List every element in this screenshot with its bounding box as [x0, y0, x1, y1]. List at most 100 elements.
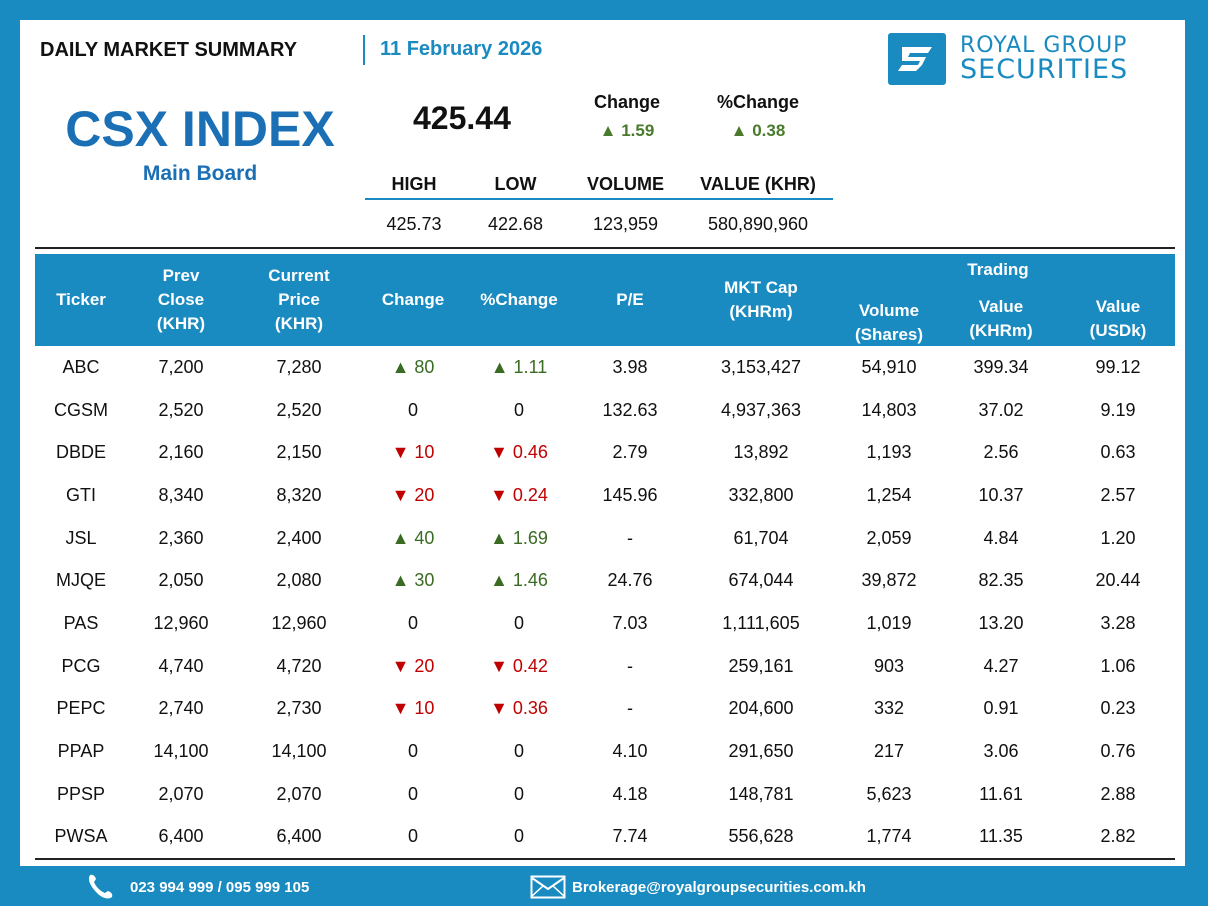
- cell-pct-change: ▼ 0.42: [490, 655, 548, 676]
- table-row: PAS 12,960 12,960 0 0 7.03 1,111,605 1,019 13.20…: [35, 602, 1175, 645]
- cell-value-usd: 3.28: [1100, 612, 1136, 633]
- table-row: ABC 7,200 7,280 ▲ 80 ▲ 1.11 3.98 3,153,427 54,9…: [35, 346, 1175, 389]
- cell-value-khr: 13.20: [978, 612, 1024, 633]
- cell-change: 0: [407, 741, 418, 762]
- cell-change: ▲ 30: [391, 570, 435, 591]
- cell-change: ▲ 40: [391, 527, 435, 548]
- cell-prev-close: 2,520: [158, 399, 204, 420]
- index-board: Main Board: [142, 162, 258, 185]
- table-row: PEPC 2,740 2,730 ▼ 10 ▼ 0.36 - 204,600 332 0.91 0…: [35, 688, 1175, 731]
- stats-header: HIGH LOW VOLUME VALUE (KHR): [365, 170, 833, 200]
- cell-value-usd: 99.12: [1095, 356, 1141, 377]
- cell-mkt-cap: 13,892: [733, 442, 789, 463]
- cell-ticker: CGSM: [54, 399, 108, 420]
- cell-value-khr: 37.02: [978, 399, 1024, 420]
- cell-prev-close: 12,960: [153, 612, 209, 633]
- table-body: ABC 7,200 7,280 ▲ 80 ▲ 1.11 3.98 3,153,427 54,9…: [35, 346, 1175, 861]
- cell-value-usd: 1.20: [1100, 527, 1136, 548]
- cell-mkt-cap: 674,044: [728, 570, 794, 591]
- cell-change: 0: [407, 783, 418, 804]
- cell-value-khr: 11.35: [979, 826, 1023, 847]
- cell-change: ▼ 10: [391, 442, 435, 463]
- summary-card: DAILY MARKET SUMMARY 11 February 2026 RO…: [20, 20, 1185, 866]
- cell-value-khr: 82.35: [978, 570, 1024, 591]
- cell-ticker: PEPC: [56, 698, 106, 719]
- cell-current-price: 6,400: [276, 826, 322, 847]
- col-volume: Volume (Shares): [854, 301, 924, 344]
- cell-ticker: MJQE: [55, 570, 106, 591]
- cell-volume: 903: [873, 655, 905, 676]
- cell-mkt-cap: 556,628: [728, 826, 794, 847]
- cell-pct-change: ▼ 0.36: [490, 698, 548, 719]
- cell-prev-close: 6,400: [158, 826, 204, 847]
- cell-prev-close: 14,100: [153, 741, 209, 762]
- cell-ticker: PAS: [63, 612, 99, 633]
- cell-value-usd: 2.82: [1100, 826, 1136, 847]
- cell-current-price: 2,400: [276, 527, 322, 548]
- cell-mkt-cap: 3,153,427: [720, 356, 802, 377]
- cell-ticker: DBDE: [55, 442, 106, 463]
- cell-mkt-cap: 61,704: [733, 527, 789, 548]
- cell-volume: 332: [873, 698, 905, 719]
- phone-icon: [86, 872, 116, 905]
- envelope-icon: [530, 875, 566, 904]
- cell-change: 0: [407, 399, 418, 420]
- cell-ticker: PPSP: [56, 783, 106, 804]
- cell-volume: 54,910: [861, 356, 917, 377]
- stats-values: 425.73 422.68 123,959 580,890,960: [365, 200, 833, 248]
- cell-pct-change: ▲ 1.46: [490, 570, 548, 591]
- cell-value-khr: 10.37: [978, 484, 1024, 505]
- table-row: DBDE 2,160 2,150 ▼ 10 ▼ 0.46 2.79 13,892 1,193 2…: [35, 431, 1175, 474]
- cell-volume: 1,254: [866, 484, 912, 505]
- cell-value-usd: 0.23: [1100, 698, 1136, 719]
- cell-volume: 5,623: [866, 783, 912, 804]
- report-date: 11 February 2026: [380, 38, 543, 60]
- cell-ticker: PPAP: [57, 741, 105, 762]
- stats-low: 422.68: [487, 213, 544, 234]
- cell-volume: 1,019: [866, 612, 912, 633]
- cell-value-khr: 399.34: [973, 356, 1029, 377]
- cell-pe: 4.18: [612, 783, 648, 804]
- col-pe: P/E: [616, 290, 644, 309]
- cell-change: 0: [407, 612, 418, 633]
- cell-pct-change: ▼ 0.24: [490, 484, 548, 505]
- index-value: 425.44: [413, 100, 511, 136]
- cell-volume: 2,059: [866, 527, 912, 548]
- section-divider: [35, 247, 1175, 249]
- cell-current-price: 7,280: [276, 356, 322, 377]
- cell-current-price: 2,730: [276, 698, 322, 719]
- logo-mark-icon: [888, 33, 946, 85]
- cell-value-usd: 2.88: [1100, 783, 1136, 804]
- cell-pct-change: 0: [513, 741, 524, 762]
- cell-value-usd: 20.44: [1095, 570, 1141, 591]
- cell-pct-change: ▼ 0.46: [490, 442, 548, 463]
- cell-pe: 7.03: [612, 612, 648, 633]
- cell-ticker: GTI: [66, 484, 96, 505]
- cell-value-khr: 4.84: [983, 527, 1019, 548]
- stats-header-volume: VOLUME: [586, 174, 664, 194]
- index-name: CSX INDEX: [65, 101, 335, 157]
- cell-current-price: 2,070: [276, 783, 322, 804]
- cell-pct-change: 0: [513, 612, 524, 633]
- col-value-khr: Value (KHRm): [969, 297, 1033, 340]
- stock-table: Ticker Prev Close (KHR) Current Price (K…: [35, 254, 1175, 861]
- cell-prev-close: 2,050: [158, 570, 204, 591]
- cell-pe: -: [627, 698, 633, 719]
- cell-prev-close: 8,340: [158, 484, 204, 505]
- cell-ticker: JSL: [65, 527, 97, 548]
- cell-prev-close: 4,740: [158, 655, 204, 676]
- header-separator: [363, 35, 365, 65]
- cell-volume: 217: [873, 741, 905, 762]
- footer-email[interactable]: Brokerage@royalgroupsecurities.com.kh: [572, 879, 866, 896]
- cell-volume: 1,193: [866, 442, 912, 463]
- col-prev-close: Prev Close (KHR): [156, 266, 206, 333]
- cell-current-price: 12,960: [271, 612, 327, 633]
- col-ticker: Ticker: [56, 290, 106, 309]
- footer-phone[interactable]: 023 994 999 / 095 999 105: [130, 879, 310, 896]
- cell-mkt-cap: 204,600: [728, 698, 794, 719]
- index-change: Change ▲ 1.59: [572, 92, 682, 141]
- logo-text-line2: SECURITIES: [960, 54, 1129, 85]
- cell-pe: 2.79: [612, 442, 648, 463]
- cell-pe: 145.96: [602, 484, 658, 505]
- cell-value-usd: 2.57: [1100, 484, 1136, 505]
